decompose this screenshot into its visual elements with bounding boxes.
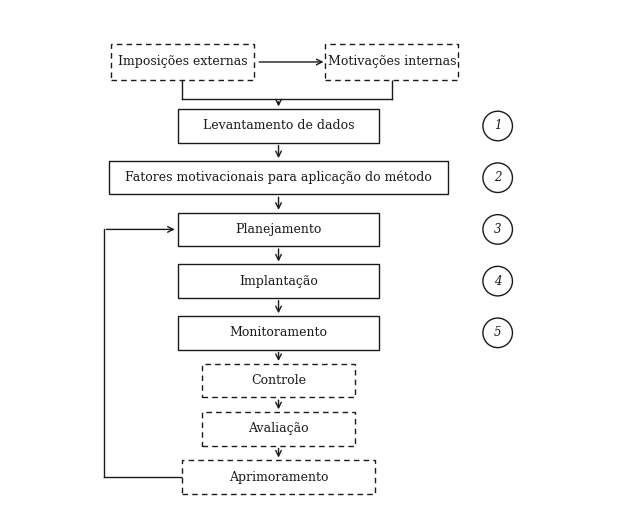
Bar — [178, 316, 379, 349]
Text: Planejamento: Planejamento — [235, 223, 322, 236]
Text: Fatores motivacionais para aplicação do método: Fatores motivacionais para aplicação do … — [125, 171, 432, 185]
Text: 1: 1 — [494, 120, 501, 132]
Text: Motivações internas: Motivações internas — [327, 55, 456, 68]
Bar — [202, 412, 355, 446]
Bar — [202, 364, 355, 398]
Bar — [326, 44, 458, 80]
Text: Controle: Controle — [251, 374, 306, 387]
Bar — [111, 44, 254, 80]
Bar — [109, 161, 448, 194]
Text: Levantamento de dados: Levantamento de dados — [203, 120, 354, 132]
Text: 5: 5 — [494, 326, 501, 339]
Text: 2: 2 — [494, 171, 501, 184]
Text: 3: 3 — [494, 223, 501, 236]
Text: Monitoramento: Monitoramento — [230, 326, 327, 339]
Bar — [183, 460, 374, 494]
Text: Implantação: Implantação — [239, 274, 318, 288]
Bar — [178, 264, 379, 298]
Text: 4: 4 — [494, 274, 501, 288]
Bar — [178, 213, 379, 246]
Text: Avaliação: Avaliação — [249, 422, 309, 436]
Bar — [178, 109, 379, 143]
Text: Imposições externas: Imposições externas — [118, 55, 247, 68]
Text: Aprimoramento: Aprimoramento — [228, 470, 328, 484]
